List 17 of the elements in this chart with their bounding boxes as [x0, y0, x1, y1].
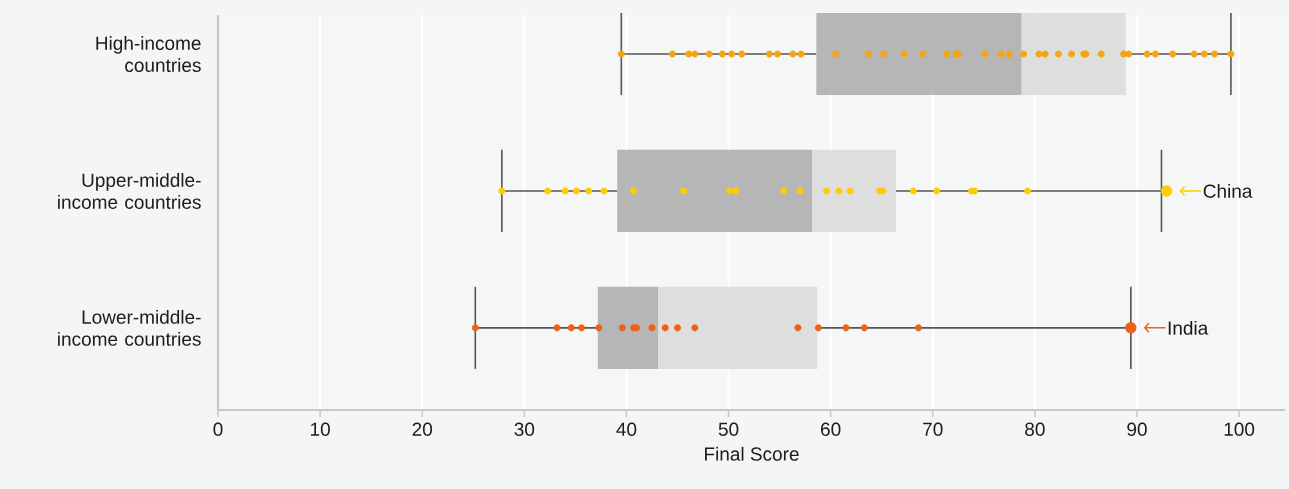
- y-tick-label: High-income countries: [96, 36, 201, 72]
- x-tick-label: 10: [310, 422, 330, 436]
- x-tick-label: 100: [1224, 422, 1255, 436]
- y-tick-label: Upper-middle-income countries: [58, 172, 201, 209]
- x-tick-label: 90: [1127, 422, 1147, 436]
- x-tick-label: 50: [718, 422, 739, 436]
- x-tick-label: 30: [514, 422, 535, 436]
- annotation: India: [1168, 320, 1209, 335]
- x-tick-label: 80: [1025, 422, 1045, 436]
- x-tick-label: 60: [821, 422, 841, 436]
- x-tick-label: 40: [616, 422, 637, 436]
- annotation: China: [1203, 183, 1253, 198]
- x-axis-title: Final Score: [705, 446, 799, 461]
- y-tick-label: Lower-middle-income countries: [58, 309, 201, 346]
- x-tick-label: 20: [412, 422, 433, 436]
- x-tick-label: 0: [213, 422, 223, 436]
- x-tick-label: 70: [923, 422, 943, 436]
